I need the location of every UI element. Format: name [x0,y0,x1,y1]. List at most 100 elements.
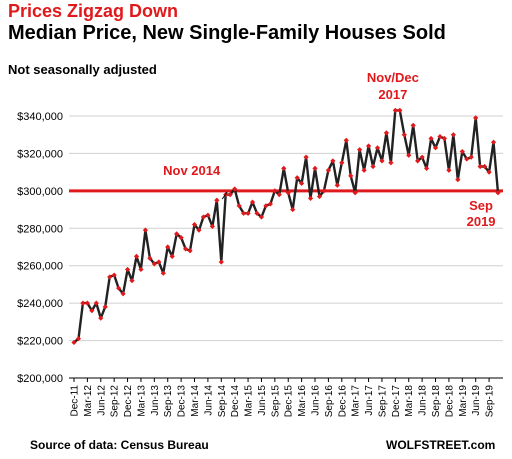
data-point [174,231,180,237]
data-point [392,107,398,113]
data-point [334,182,340,188]
data-point [410,122,416,128]
x-tick-label: Sep-18 [431,385,442,418]
data-point [165,244,171,250]
data-point [169,253,175,259]
data-point [495,190,501,196]
data-point [339,160,345,166]
data-point [178,235,184,241]
data-point [124,266,131,273]
data-point [325,167,331,173]
data-point [80,300,86,306]
chart-subtitle: Not seasonally adjusted [8,62,157,77]
data-point [357,147,363,153]
data-point [187,248,193,254]
data-point [227,192,233,198]
y-tick-label: $260,000 [17,261,63,273]
data-point [232,186,238,192]
data-point [254,210,260,216]
data-point [218,259,224,265]
data-point [486,169,492,175]
data-point [98,315,104,321]
x-tick-label: Sep-19 [485,385,496,418]
x-tick-label: Dec-17 [391,385,402,418]
chart-kicker: Prices Zigzag Down [8,1,179,21]
data-point [477,163,483,170]
data-point [343,137,349,143]
annotation-sep-2019: Sep [469,198,493,213]
y-tick-label: $280,000 [17,223,63,235]
x-tick-label: Mar-12 [83,385,94,417]
series-line-median-price [73,109,500,344]
x-tick-label: Jun-14 [203,385,214,416]
data-point [397,107,403,113]
x-tick-label: Sep-16 [324,385,335,418]
data-point [214,197,220,203]
y-tick-label: $200,000 [17,373,63,385]
data-point [468,154,474,160]
x-tick-label: Dec-11 [70,385,81,417]
data-point [294,175,300,181]
data-point [388,160,394,166]
x-tick-label: Jun-17 [364,385,375,416]
data-point [415,158,421,164]
x-tick-label: Jun-15 [257,385,268,416]
series-markers [71,107,501,346]
data-point [102,304,108,310]
y-tick-label: $340,000 [17,111,63,123]
data-point [245,210,251,216]
data-point [490,139,497,145]
annotation-nov-dec-2017-year: 2017 [378,87,407,102]
data-point [120,291,126,297]
x-tick-label: Jun-12 [96,385,107,416]
x-tick-label: Sep-14 [217,385,228,418]
data-point [401,132,407,138]
x-tick-label: Mar-18 [404,385,415,417]
data-point [459,148,465,155]
y-tick-label: $240,000 [17,298,63,310]
data-point [352,190,358,196]
x-tick-label: Dec-13 [177,385,188,418]
annotation-sep-2019-year: 2019 [467,214,496,229]
data-point [209,223,215,230]
data-point [450,132,456,138]
data-point [365,143,372,149]
data-point [129,278,135,284]
data-point [138,266,144,273]
y-tick-label: $220,000 [17,336,63,348]
data-point [75,336,82,342]
y-tick-label: $300,000 [17,186,63,198]
data-point [361,167,367,173]
x-tick-label: Dec-16 [337,385,348,418]
x-tick-label: Mar-14 [190,385,201,417]
x-tick-label: Sep-13 [163,385,174,418]
data-point [249,199,256,205]
data-point [156,259,162,265]
data-point [267,201,273,207]
x-tick-label: Jun-18 [418,385,429,416]
x-tick-label: Jun-16 [311,385,322,416]
data-point [303,154,309,160]
data-point [160,270,166,276]
series-line [73,109,500,344]
data-point [406,152,412,158]
data-point [473,115,479,121]
data-point [107,274,113,280]
data-point [307,195,314,201]
y-tick-label: $320,000 [17,148,63,160]
annotation-nov-dec-2017: Nov/Dec [367,70,419,85]
data-point [236,203,242,209]
data-point [71,339,77,346]
data-point [330,158,336,164]
data-point [432,145,439,151]
data-point [200,214,207,220]
data-point [191,221,198,228]
chart-title: Median Price, New Single-Family Houses S… [8,22,446,44]
data-point [281,165,287,171]
x-tick-label: Mar-16 [297,385,308,417]
data-point [276,192,282,198]
x-tick-label: Mar-15 [244,385,255,417]
data-point [423,165,430,171]
x-tick-label: Dec-14 [230,385,241,418]
